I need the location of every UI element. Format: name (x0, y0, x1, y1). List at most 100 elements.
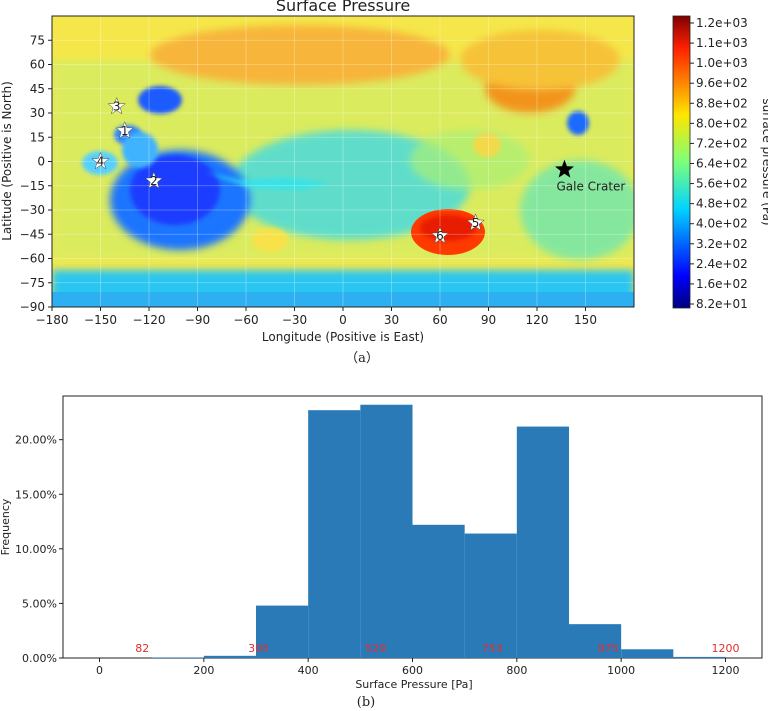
hist-bar (308, 410, 361, 658)
hist-bar (256, 605, 309, 658)
site-star-icon (91, 151, 110, 170)
colorbar-label: surface pressure (Pa) (760, 98, 768, 225)
colorbar-tick-label: 3.2e+02 (696, 237, 748, 251)
hist-y-tick-label: 20.00% (15, 434, 57, 447)
hist-y-tick-label: 15.00% (15, 488, 57, 501)
colorbar-tick-label: 9.6e+02 (696, 76, 748, 90)
map-x-tick-label: 60 (432, 313, 447, 327)
caption-b: (b) (357, 695, 375, 710)
colorbar-ticks: 1.2e+03 1.1e+03 1.0e+03 9.6e+02 8.8e+02 8.0e+… (690, 16, 748, 311)
caption-a: （a） (345, 351, 379, 366)
map-x-ticks: −180 −150 −120 −90 −60 −30 0 30 60 90 120 150 (36, 307, 597, 327)
map-y-tick-label: −15 (20, 179, 45, 193)
marker-label: Gale Crater (556, 180, 625, 194)
map-y-label: Latitude (Positive is North) (0, 81, 14, 241)
hist-annotation: 82 (135, 642, 149, 655)
site-star-icon (466, 213, 485, 231)
hist-x-ticks: 0 200 400 600 800 1000 1200 (96, 658, 739, 677)
hist-x-tick-label: 1000 (607, 664, 635, 677)
site-star-icon (115, 121, 134, 139)
map-y-tick-label: −90 (20, 300, 45, 314)
map-grid (51, 16, 634, 308)
hist-bar (516, 426, 569, 658)
map-x-tick-label: 120 (526, 313, 549, 327)
marker-label: 5 (472, 216, 480, 230)
colorbar (672, 15, 691, 309)
site-star-icon (430, 226, 450, 244)
colorbar-tick-label: 4.0e+02 (696, 217, 748, 231)
hist-bar (203, 655, 257, 658)
map-x-tick-label: 150 (574, 313, 597, 327)
hist-annotation: 1200 (711, 642, 739, 655)
colorbar-tick-label: 7.2e+02 (696, 136, 748, 150)
colorbar-tick-label: 1.2e+03 (696, 16, 748, 30)
histogram-panel: 82 305 529 753 975 1200 0 200 400 600 800 1000 1200… (0, 395, 763, 710)
map-x-tick-label: −30 (282, 313, 307, 327)
map-y-tick-label: 30 (30, 106, 45, 120)
map-markers: 1 2 3 4 5 6 Gale Crater (91, 96, 625, 244)
map-x-label: Longitude (Positive is East) (262, 330, 424, 344)
site-star-icon (144, 171, 164, 189)
map-y-tick-label: −45 (20, 227, 45, 241)
hist-x-tick-label: 1200 (711, 664, 739, 677)
hist-bar (151, 657, 204, 658)
hist-bar (464, 533, 517, 658)
hist-bar (412, 524, 465, 658)
hist-x-tick-label: 200 (193, 664, 214, 677)
gale-crater-star-icon (554, 159, 574, 178)
colorbar-tick-label: 8.0e+02 (696, 116, 748, 130)
map-y-tick-label: −75 (20, 276, 45, 290)
map-x-tick-label: −150 (84, 313, 117, 327)
hist-x-tick-label: 0 (96, 664, 103, 677)
colorbar-tick-label: 8.8e+02 (696, 96, 748, 110)
pressure-field (52, 16, 634, 307)
colorbar-tick-label: 2.4e+02 (696, 257, 748, 271)
map-y-tick-label: 75 (30, 33, 45, 47)
marker-label: 3 (113, 100, 121, 114)
hist-annotation: 529 (365, 642, 386, 655)
colorbar-tick-label: 4.8e+02 (696, 197, 748, 211)
hist-annotations: 82 305 529 753 975 1200 (135, 642, 739, 655)
map-title: Surface Pressure (276, 0, 410, 15)
hist-y-tick-label: 5.00% (22, 597, 57, 610)
colorbar-tick-label: 1.6e+02 (696, 277, 748, 291)
hist-bar (360, 404, 413, 658)
map-y-tick-label: 60 (30, 58, 45, 72)
map-x-tick-label: −90 (185, 313, 210, 327)
map-x-tick-label: 0 (339, 313, 347, 327)
hist-y-tick-label: 10.00% (15, 543, 57, 556)
map-y-tick-label: 45 (30, 82, 45, 96)
hist-bars (151, 404, 726, 658)
map-x-tick-label: 90 (481, 313, 496, 327)
hist-annotation: 975 (598, 642, 619, 655)
map-y-tick-label: −30 (20, 203, 45, 217)
map-x-tick-label: −120 (133, 313, 166, 327)
colorbar-tick-label: 6.4e+02 (696, 157, 748, 171)
hist-y-ticks: 0.00% 5.00% 10.00% 15.00% 20.00% (15, 434, 63, 665)
colorbar-tick-label: 5.6e+02 (696, 177, 748, 191)
colorbar-tick-label: 8.2e+01 (696, 297, 748, 311)
hist-bar (673, 656, 726, 658)
colorbar-tick-label: 1.0e+03 (696, 56, 748, 70)
hist-annotation: 753 (482, 642, 503, 655)
marker-label: 6 (436, 229, 444, 243)
marker-label: 2 (150, 174, 158, 188)
map-x-tick-label: −180 (36, 313, 69, 327)
marker-label: 4 (97, 155, 105, 169)
site-star-icon (107, 96, 126, 115)
map-panel: Surface Pressure −18 (0, 0, 768, 366)
map-y-tick-label: 0 (37, 155, 45, 169)
hist-y-tick-label: 0.00% (22, 652, 57, 665)
map-x-tick-label: 30 (384, 313, 399, 327)
marker-label: 1 (121, 124, 129, 138)
hist-x-label: Surface Pressure [Pa] (355, 678, 472, 691)
map-y-tick-label: 15 (30, 130, 45, 144)
hist-annotation: 305 (248, 642, 269, 655)
hist-x-tick-label: 600 (402, 664, 423, 677)
map-x-tick-label: −60 (233, 313, 258, 327)
map-y-ticks: 75 60 45 30 15 0 −15 −30 −45 −60 −75 −90 (20, 33, 52, 314)
colorbar-tick-label: 1.1e+03 (696, 36, 748, 50)
hist-bar (621, 649, 674, 658)
hist-x-tick-label: 800 (506, 664, 527, 677)
